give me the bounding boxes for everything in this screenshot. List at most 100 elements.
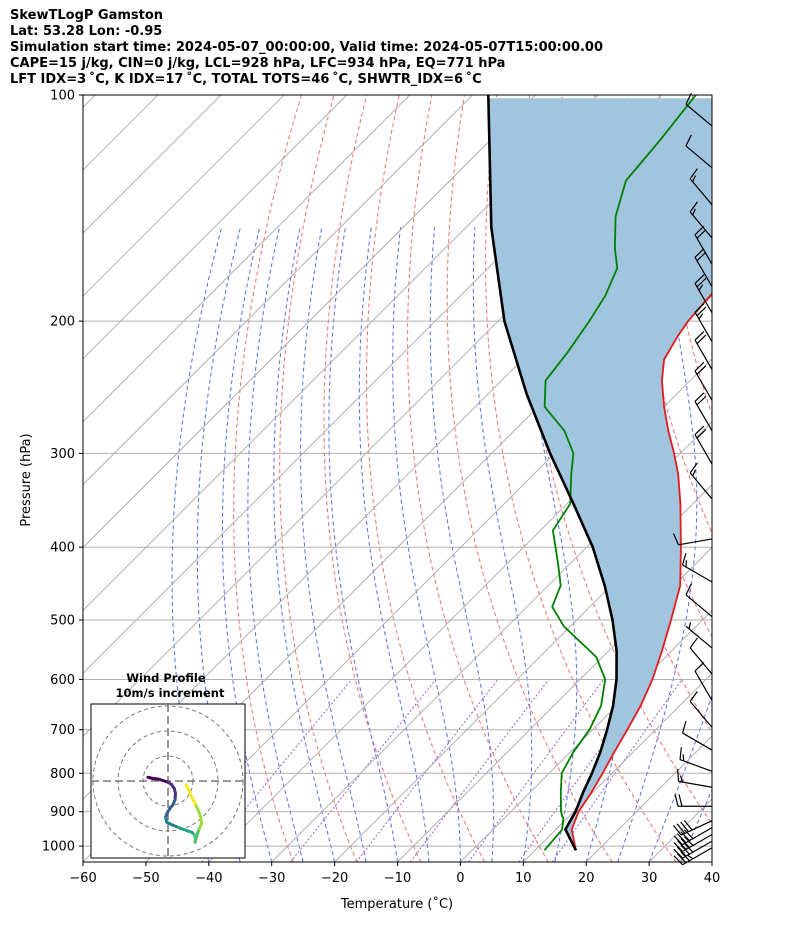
series-line-dewpoint xyxy=(543,95,697,851)
y-axis-label: Pressure (hPa) xyxy=(19,433,34,526)
isotherm-line xyxy=(522,672,712,862)
time-line: Simulation start time: 2024-05-07_00:00:… xyxy=(10,40,603,55)
barb-feather xyxy=(692,208,696,216)
y-tick-label: 1000 xyxy=(42,840,75,855)
isotherm-line xyxy=(83,95,222,234)
barb-feather xyxy=(681,721,687,734)
moist-adiabat xyxy=(680,788,712,862)
barb-feather xyxy=(685,134,692,147)
barb-staff xyxy=(694,434,713,465)
mixing-ratio-line xyxy=(468,679,604,862)
moist-adiabat xyxy=(328,227,398,862)
wind-barb xyxy=(685,134,713,169)
y-tick-label: 300 xyxy=(50,447,75,462)
barb-feather xyxy=(688,622,692,629)
x-tick-label: 0 xyxy=(456,871,464,886)
barb-feather xyxy=(687,854,694,860)
barb-feather xyxy=(673,848,683,859)
x-tick-label: −50 xyxy=(132,871,159,886)
mixing-ratio-line xyxy=(409,679,550,862)
wind-barb xyxy=(685,583,713,618)
isotherm-line xyxy=(397,546,712,862)
x-tick-label: 10 xyxy=(515,871,532,886)
barb-feather xyxy=(676,853,687,864)
barb-feather xyxy=(698,284,704,291)
isotherm-line xyxy=(83,95,599,612)
barb-feather xyxy=(678,794,683,807)
wind-barb xyxy=(673,833,713,852)
wind-barb xyxy=(672,533,713,546)
wind-barb xyxy=(694,425,713,465)
barb-feather xyxy=(672,533,680,546)
barb-staff xyxy=(682,732,713,751)
barb-staff xyxy=(682,833,713,852)
barb-staff xyxy=(689,211,713,239)
isotherm-line xyxy=(334,483,712,862)
barb-feather xyxy=(694,274,705,284)
barb-staff xyxy=(682,827,713,846)
barb-feather xyxy=(696,365,707,375)
wind-barb xyxy=(694,361,713,401)
barb-feather xyxy=(683,819,693,831)
x-tick-label: −30 xyxy=(258,871,285,886)
wind-barb xyxy=(674,794,712,807)
barb-feather xyxy=(696,277,707,288)
barb-feather xyxy=(676,846,687,857)
barb-staff xyxy=(689,700,713,728)
dry-adiabat xyxy=(484,95,677,862)
isotherm-line xyxy=(83,95,285,297)
wind-barb xyxy=(694,274,713,314)
dry-adiabat xyxy=(279,95,358,862)
barb-feather xyxy=(694,303,705,313)
barb-staff xyxy=(689,472,713,500)
barb-feather xyxy=(676,840,687,850)
y-tick-label: 400 xyxy=(50,541,75,556)
barb-staff xyxy=(694,339,713,370)
barb-feather xyxy=(696,429,707,439)
x-tick-label: 30 xyxy=(641,871,658,886)
barb-feather xyxy=(689,201,698,213)
dry-adiabat xyxy=(790,95,794,862)
chart-title: SkewTLogP Gamston xyxy=(10,8,164,23)
barb-staff xyxy=(678,780,713,788)
wind-barb xyxy=(689,637,713,675)
barb-feather xyxy=(676,833,687,844)
barb-staff xyxy=(682,564,713,583)
moist-adiabat xyxy=(711,860,712,862)
wind-barb xyxy=(689,462,713,500)
dry-adiabat xyxy=(725,95,794,862)
x-tick-label: −60 xyxy=(69,871,96,886)
index-line: LFT IDX=3 ˚C, K IDX=17 ˚C, TOTAL TOTS=46… xyxy=(10,72,482,87)
axes: −60 −50 −40 −30 −20 −10 0 10 20 30 40 100 200 300 400 5… xyxy=(42,89,720,887)
wind-barb xyxy=(689,168,713,206)
wind-barb xyxy=(681,552,713,583)
x-tick-label: −10 xyxy=(384,871,411,886)
barb-staff xyxy=(685,594,713,618)
wind-barb xyxy=(694,225,713,265)
x-axis-label: Temperature (˚C) xyxy=(340,896,453,912)
cape-shading xyxy=(488,98,712,851)
isotherm-line xyxy=(775,95,794,862)
series-line-temperature xyxy=(570,292,712,851)
barb-feather xyxy=(696,251,707,262)
isotherm-line xyxy=(83,95,348,360)
wind-barb xyxy=(677,768,713,788)
barb-feather xyxy=(681,552,687,566)
cape-line: CAPE=15 j/kg, CIN=0 j/kg, LCL=928 hPa, L… xyxy=(10,56,506,71)
barb-feather xyxy=(673,835,683,846)
barb-staff xyxy=(694,370,713,401)
x-tick-label: −40 xyxy=(195,871,222,886)
wind-barb xyxy=(694,248,713,288)
series-line-parcel xyxy=(487,95,618,851)
barb-feather xyxy=(685,583,692,596)
barb-feather xyxy=(694,361,705,372)
y-tick-label: 800 xyxy=(50,767,75,782)
barb-feather xyxy=(696,229,707,239)
barb-feather xyxy=(689,168,698,180)
barb-feather xyxy=(673,855,683,866)
barb-feather xyxy=(677,768,680,782)
moist-adiabat xyxy=(392,227,461,862)
dry-adiabat xyxy=(446,95,613,862)
mixing-ratio-line xyxy=(290,679,437,862)
barb-feather xyxy=(680,831,690,842)
